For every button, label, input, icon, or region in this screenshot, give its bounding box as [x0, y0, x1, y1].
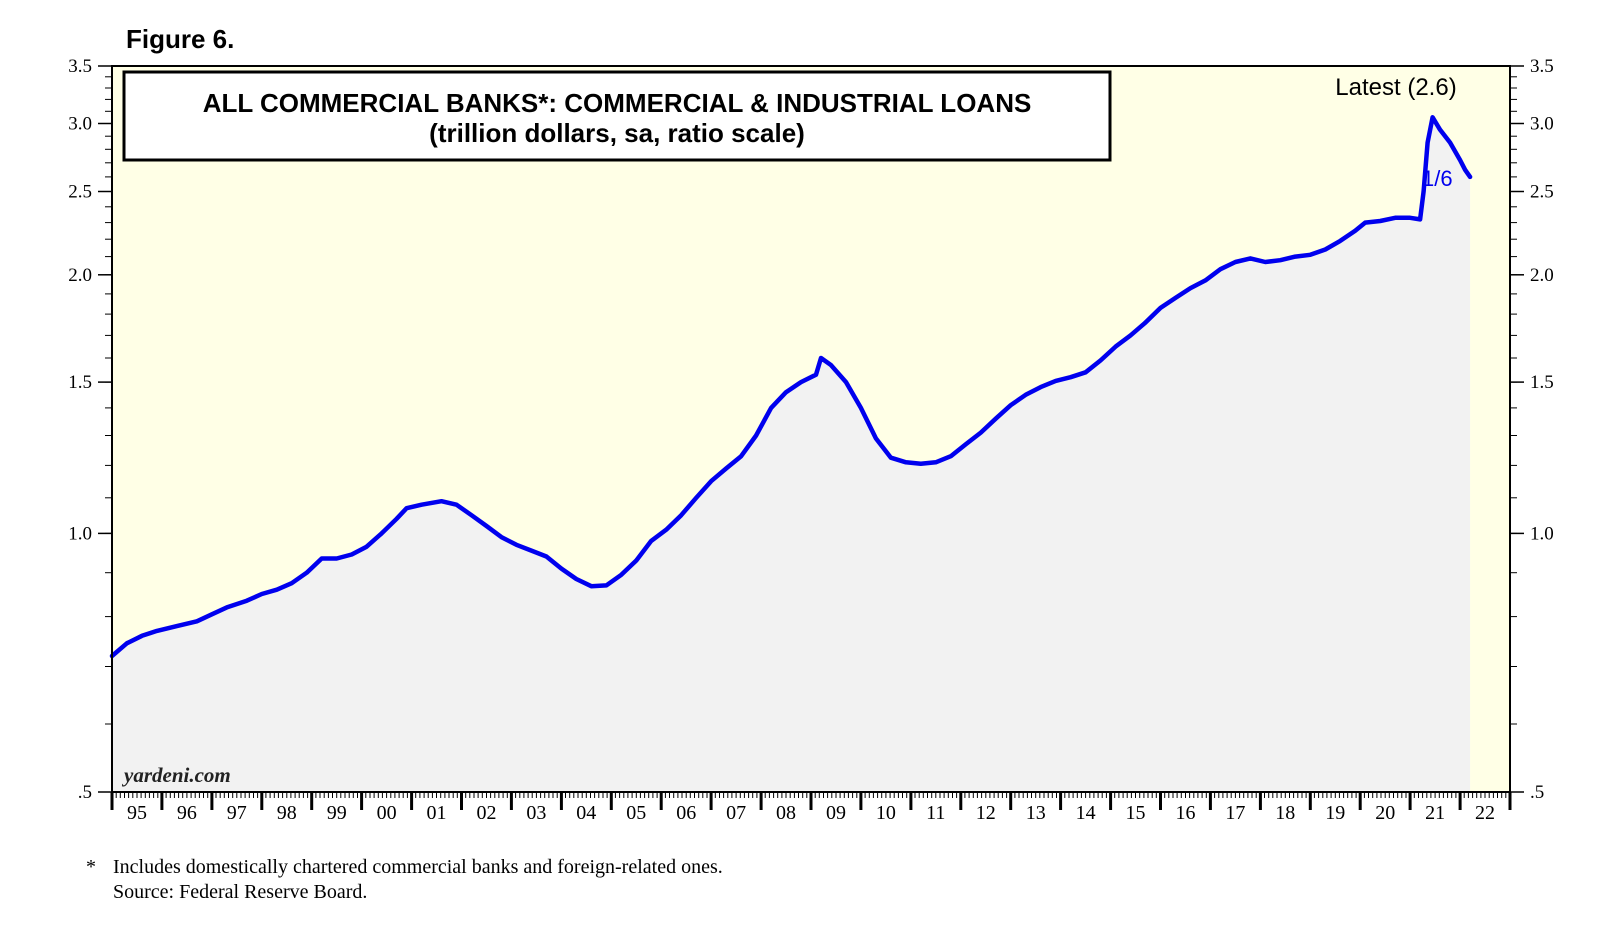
y-tick-label-right: 1.5	[1530, 372, 1554, 393]
x-tick-label: 22	[1475, 802, 1495, 824]
x-tick-label: 16	[1176, 802, 1196, 824]
x-tick-label: 08	[776, 802, 796, 824]
x-tick-label: 03	[526, 802, 546, 824]
series-line	[109, 115, 1473, 659]
x-tick-label: 01	[427, 802, 447, 824]
y-tick-label-left: 1.0	[68, 523, 92, 544]
x-tick-label: 13	[1026, 802, 1046, 824]
title-box: ALL COMMERCIAL BANKS*: COMMERCIAL & INDU…	[122, 70, 1112, 162]
y-tick-label-right: 3.0	[1530, 114, 1554, 135]
footnote-text: Includes domestically chartered commerci…	[113, 856, 723, 878]
y-tick-label-right: 2.0	[1530, 265, 1554, 286]
title-box-frame	[122, 70, 1112, 162]
x-tick-label: 96	[177, 802, 197, 824]
x-tick-label: 98	[277, 802, 297, 824]
x-tick-label: 12	[976, 802, 996, 824]
x-tick-label: 97	[227, 802, 247, 824]
x-tick-label: 00	[377, 802, 397, 824]
x-tick-label: 20	[1375, 802, 1395, 824]
x-tick-label: 19	[1325, 802, 1345, 824]
line-layer	[109, 115, 1473, 659]
x-tick-label: 18	[1275, 802, 1295, 824]
last-point-label: 1/6	[1422, 166, 1453, 191]
latest-value-label: Latest (2.6)	[1335, 74, 1456, 101]
x-tick-label: 99	[327, 802, 347, 824]
y-tick-label-right: 2.5	[1530, 182, 1554, 203]
watermark: yardeni.com	[121, 763, 231, 787]
series-area	[112, 117, 1471, 793]
x-tick-label: 09	[826, 802, 846, 824]
x-tick-label: 95	[127, 802, 147, 824]
y-tick-label-left: 1.5	[68, 372, 92, 393]
y-tick-label-right: .5	[1530, 782, 1544, 803]
x-tick-label: 15	[1126, 802, 1146, 824]
figure-label: Figure 6.	[126, 24, 234, 54]
footnote-marker: *	[86, 856, 96, 878]
y-tick-label-right: 1.0	[1530, 523, 1554, 544]
y-tick-label-left: 2.5	[68, 182, 92, 203]
x-tick-label: 04	[576, 802, 596, 824]
x-tick-label: 06	[676, 802, 696, 824]
x-tick-label: 10	[876, 802, 896, 824]
x-tick-label: 07	[726, 802, 746, 824]
axis-layer: .5 .5 1.0 1.0 1.5 1.5 2.0 2.0 2.5 2.5 3.0 3.0 3.5 3.5…	[68, 56, 1554, 824]
area-layer	[112, 117, 1471, 793]
source-note: Source: Federal Reserve Board.	[113, 881, 367, 903]
x-tick-label: 05	[626, 802, 646, 824]
chart-subtitle: (trillion dollars, sa, ratio scale)	[429, 118, 805, 148]
x-tick-label: 17	[1225, 802, 1245, 824]
y-tick-label-left: .5	[78, 782, 92, 803]
x-tick-label: 02	[477, 802, 497, 824]
x-tick-label: 14	[1076, 802, 1096, 824]
y-tick-label-left: 3.0	[68, 114, 92, 135]
y-tick-label-left: 3.5	[68, 56, 92, 77]
y-tick-label-right: 3.5	[1530, 56, 1554, 77]
chart-title: ALL COMMERCIAL BANKS*: COMMERCIAL & INDU…	[203, 88, 1032, 118]
y-tick-label-left: 2.0	[68, 265, 92, 286]
footnote: * Includes domestically chartered commer…	[86, 856, 723, 903]
x-tick-label: 21	[1425, 802, 1445, 824]
x-tick-label: 11	[926, 802, 945, 824]
